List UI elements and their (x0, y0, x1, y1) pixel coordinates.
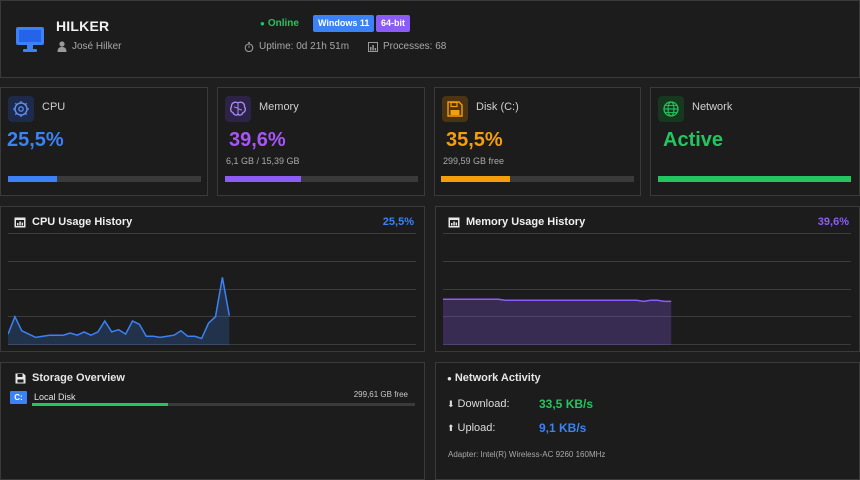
stopwatch-icon (244, 41, 254, 52)
cpu-history-title: CPU Usage History (32, 216, 133, 228)
upload-label-group: ⬆ Upload: (447, 422, 539, 434)
status-online: ● Online (260, 18, 299, 29)
cpu-icon-box (8, 96, 34, 122)
bar-chart-icon (368, 41, 378, 52)
cpu-progress-fill (8, 176, 58, 182)
floppy-disk-icon (447, 101, 463, 117)
user-icon (57, 41, 67, 52)
network-progress-bar (658, 176, 851, 182)
cpu-history-line (8, 277, 231, 340)
network-activity-panel: ● Network Activity ⬇ Download: 33,5 KB/s ⬆… (435, 362, 860, 480)
memory-history-title: Memory Usage History (466, 216, 586, 228)
memory-progress-bar (225, 176, 418, 182)
arch-badge: 64-bit (376, 15, 411, 32)
network-icon-box (658, 96, 684, 122)
memory-title: Memory (259, 101, 299, 113)
chart-window-icon (14, 217, 26, 227)
memory-history-current: 39,6% (817, 216, 849, 228)
cpu-history-divider (8, 233, 416, 234)
process-text: Processes: 68 (383, 41, 447, 52)
download-row: ⬇ Download: 33,5 KB/s (447, 397, 593, 411)
os-badge: Windows 11 (313, 15, 375, 32)
drive-letter-badge: C: (10, 391, 27, 404)
network-progress-fill (658, 176, 851, 182)
brain-icon (230, 101, 246, 116)
user-row: José Hilker (57, 41, 121, 52)
process-count: Processes: 68 (368, 41, 446, 52)
cpu-chip-icon (13, 101, 29, 117)
memory-history-line (443, 298, 672, 303)
memory-history-chart (443, 298, 672, 345)
upload-row: ⬆ Upload: 9,1 KB/s (447, 421, 586, 435)
storage-overview-panel: Storage Overview C: Local Disk 299,61 GB… (0, 362, 425, 480)
status-text: Online (267, 18, 299, 29)
storage-header: Storage Overview (15, 372, 125, 384)
memory-history-divider (443, 233, 851, 234)
memory-gridline (443, 289, 851, 290)
storage-title: Storage Overview (32, 372, 125, 384)
network-adapter: Adapter: Intel(R) Wireless-AC 9260 160MH… (448, 450, 606, 459)
memory-gridline (443, 344, 851, 345)
network-title-dot: ● (447, 374, 452, 383)
drive-free-space: 299,61 GB free (353, 390, 408, 399)
hostname: HILKER (56, 18, 110, 34)
network-value: Active (663, 129, 724, 151)
disk-value: 35,5% (446, 129, 503, 151)
cpu-value: 25,5% (7, 129, 64, 151)
download-arrow-icon: ⬇ (447, 399, 455, 409)
disk-progress-bar (441, 176, 634, 182)
uptime-text: Uptime: 0d 21h 51m (259, 41, 350, 52)
memory-history-area (443, 299, 672, 345)
memory-history-panel: Memory Usage History 39,6% (435, 206, 860, 352)
floppy-disk-icon (15, 373, 26, 383)
cpu-history-chart (8, 277, 231, 345)
cpu-history-area (8, 277, 230, 345)
cpu-gridline (8, 289, 416, 290)
cpu-gridline (8, 261, 416, 262)
memory-progress-fill (225, 176, 302, 182)
memory-history-header: Memory Usage History (448, 216, 585, 228)
cpu-history-panel: CPU Usage History 25,5% (0, 206, 425, 352)
upload-label: Upload: (457, 422, 496, 434)
globe-icon (663, 101, 679, 117)
cpu-history-current: 25,5% (382, 216, 414, 228)
drive-usage-fill (32, 403, 168, 406)
download-value: 33,5 KB/s (539, 397, 594, 411)
disk-title: Disk (C:) (476, 101, 519, 113)
memory-gridline (443, 261, 851, 262)
cpu-title: CPU (42, 101, 66, 113)
cpu-progress-bar (8, 176, 201, 182)
cpu-gridline (8, 316, 416, 317)
disk-icon-box (442, 96, 468, 122)
download-label: Download: (457, 398, 510, 410)
uptime: Uptime: 0d 21h 51m (244, 41, 349, 52)
cpu-history-header: CPU Usage History (14, 216, 132, 228)
memory-value: 39,6% (229, 129, 286, 151)
network-activity-title: Network Activity (454, 372, 541, 384)
username: José Hilker (72, 41, 122, 52)
upload-value: 9,1 KB/s (539, 421, 587, 435)
memory-sub: 6,1 GB / 15,39 GB (226, 156, 300, 166)
upload-arrow-icon: ⬆ (447, 423, 455, 433)
download-label-group: ⬇ Download: (447, 398, 539, 410)
drive-name: Local Disk (34, 392, 76, 402)
network-activity-header: ● Network Activity (447, 372, 541, 384)
network-title: Network (692, 101, 733, 113)
disk-sub: 299,59 GB free (443, 156, 505, 166)
cpu-gridline (8, 344, 416, 345)
monitor-icon (16, 27, 44, 52)
system-header: HILKER José Hilker ● Online Windows 11 64… (0, 0, 860, 78)
chart-window-icon (448, 217, 460, 227)
memory-icon-box (225, 96, 251, 122)
disk-progress-fill (441, 176, 510, 182)
drive-usage-bar (32, 403, 415, 406)
status-dot: ● (260, 19, 265, 28)
memory-gridline (443, 316, 851, 317)
